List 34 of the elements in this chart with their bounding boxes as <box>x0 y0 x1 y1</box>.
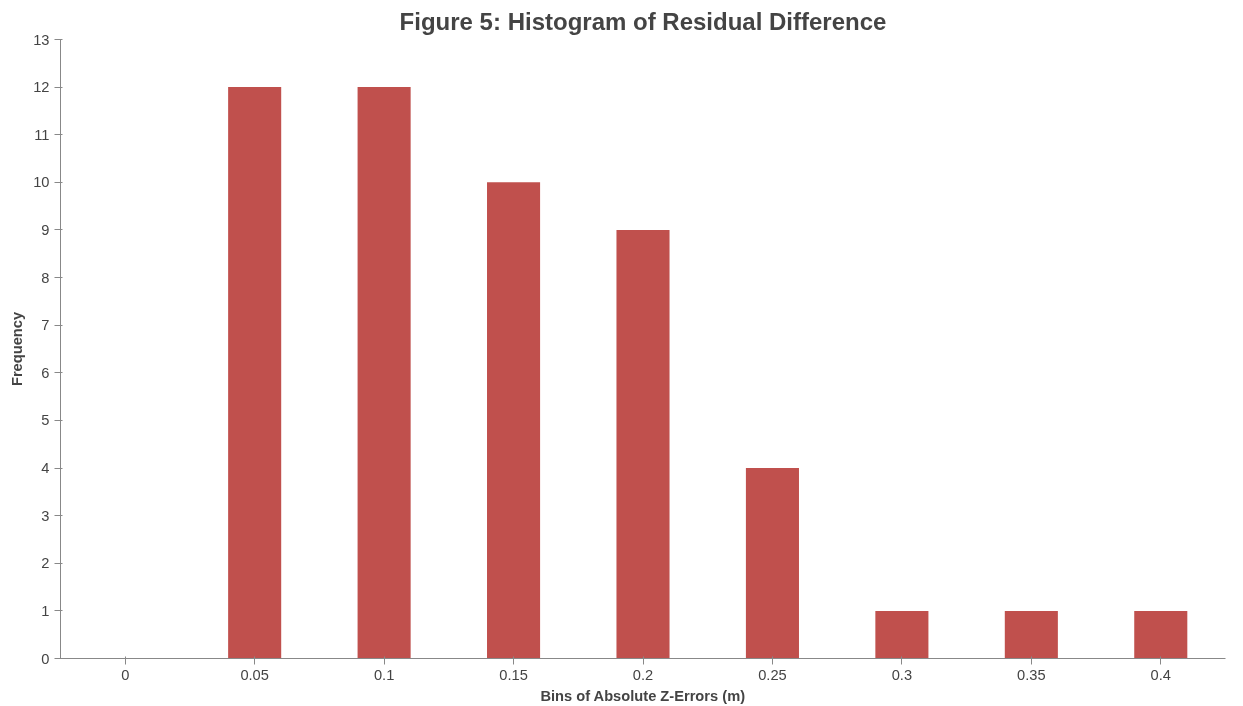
y-tick-label: 11 <box>34 126 50 143</box>
bar <box>487 182 541 659</box>
bar <box>875 610 929 659</box>
chart-title: Figure 5: Histogram of Residual Difference <box>399 7 887 35</box>
y-tick-label: 13 <box>33 31 50 48</box>
bar <box>1004 610 1058 659</box>
x-tick-label: 0.35 <box>1017 666 1046 683</box>
y-tick-label: 6 <box>41 364 50 381</box>
y-tick-label: 4 <box>41 460 50 477</box>
y-tick-label: 10 <box>33 174 50 191</box>
x-tick-label: 0.4 <box>1150 666 1171 683</box>
x-tick-label: 0.15 <box>499 666 528 683</box>
bar <box>357 87 411 659</box>
x-tick-label: 0.3 <box>891 666 913 683</box>
x-axis-title: Bins of Absolute Z-Errors (m) <box>540 687 746 704</box>
y-tick-label: 0 <box>41 650 50 667</box>
x-tick-label: 0.1 <box>373 666 395 683</box>
x-tick-label: 0 <box>121 666 130 683</box>
y-tick-label: 9 <box>41 221 50 238</box>
bar <box>745 468 799 659</box>
y-tick-label: 5 <box>41 412 50 429</box>
y-tick-label: 12 <box>33 79 50 96</box>
y-tick-label: 2 <box>41 555 50 572</box>
bar <box>616 229 670 659</box>
y-tick-label: 1 <box>41 602 50 619</box>
y-tick-label: 7 <box>41 317 50 334</box>
y-tick-label: 3 <box>41 507 50 524</box>
y-tick-label: 8 <box>41 269 50 286</box>
bar <box>1134 610 1188 659</box>
bar <box>228 87 282 659</box>
x-tick-label: 0.05 <box>240 666 269 683</box>
x-tick-label: 0.25 <box>758 666 787 683</box>
x-tick-label: 0.2 <box>632 666 654 683</box>
y-axis-title: Frequency <box>9 311 26 387</box>
